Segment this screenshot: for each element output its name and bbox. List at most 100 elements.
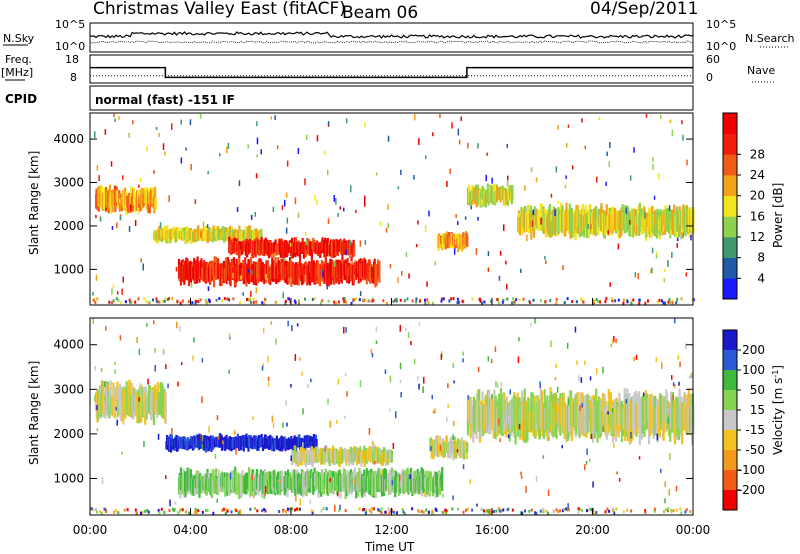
scatter-cell — [233, 233, 236, 241]
ground-scatter-cell — [532, 298, 535, 302]
speckle-cell — [94, 131, 96, 138]
speckle-cell — [217, 436, 220, 440]
speckle-cell — [452, 363, 455, 368]
nave-tick-top: 60 — [706, 53, 720, 66]
ground-scatter-cell — [512, 297, 515, 301]
ground-scatter-cell — [515, 298, 518, 302]
ground-scatter-cell — [115, 297, 118, 301]
speckle-cell — [664, 268, 666, 273]
speckle-cell — [265, 274, 267, 280]
speckle-cell — [399, 362, 402, 370]
scatter-cell — [351, 244, 354, 258]
speckle-cell — [337, 491, 339, 497]
ground-scatter-cell — [205, 300, 208, 304]
scatter-cell — [304, 479, 307, 496]
velocity-colorbar-tick-label: 50 — [750, 383, 765, 397]
speckle-cell — [370, 349, 373, 355]
ground-scatter-cell — [661, 299, 663, 303]
speckle-cell — [189, 119, 192, 126]
ground-scatter-cell — [194, 301, 197, 305]
speckle-cell — [254, 212, 256, 217]
scatter-cell — [152, 392, 155, 426]
ground-scatter-cell — [496, 298, 499, 301]
speckle-cell — [439, 475, 442, 481]
scatter-cell — [160, 382, 163, 416]
speckle-cell — [326, 283, 328, 290]
ground-scatter-cell — [415, 297, 418, 301]
speckle-cell — [375, 340, 378, 345]
speckle-cell — [588, 458, 591, 463]
ground-scatter-cell — [604, 300, 607, 304]
ground-scatter-cell — [371, 507, 374, 510]
speckle-cell — [256, 154, 258, 158]
speckle-cell — [92, 318, 94, 325]
ground-scatter-cell — [448, 299, 451, 303]
speckle-cell — [202, 221, 205, 228]
speckle-cell — [284, 199, 286, 207]
velocity-y-tick-label: 3000 — [53, 382, 84, 396]
ground-scatter-cell — [465, 508, 467, 512]
ground-scatter-cell — [457, 300, 460, 304]
speckle-cell — [530, 322, 532, 327]
velocity-colorbar-tick-label: 100 — [742, 363, 765, 377]
scatter-cell — [160, 231, 163, 243]
speckle-cell — [499, 250, 502, 256]
speckle-cell — [116, 419, 118, 426]
ground-scatter-cell — [161, 300, 164, 303]
ground-scatter-cell — [457, 507, 460, 511]
speckle-cell — [565, 175, 567, 179]
speckle-cell — [95, 214, 97, 219]
ground-scatter-cell — [134, 300, 137, 304]
scatter-cell — [166, 440, 169, 451]
speckle-cell — [526, 234, 528, 242]
scatter-cell — [109, 380, 112, 415]
speckle-cell — [376, 172, 378, 176]
ground-scatter-cell — [424, 301, 427, 305]
ground-scatter-cell — [451, 507, 454, 511]
speckle-cell — [219, 153, 221, 157]
speckle-cell — [531, 220, 534, 227]
velocity-colorbar-tick-label: -100 — [738, 463, 765, 477]
ground-scatter-cell — [403, 512, 406, 515]
ground-scatter-cell — [452, 297, 455, 300]
velocity-plot-area — [90, 318, 695, 515]
ground-scatter-cell — [442, 297, 445, 301]
scatter-cell — [583, 215, 586, 238]
ground-scatter-cell — [221, 299, 223, 303]
time-axis-label: Time UT — [364, 540, 415, 554]
ground-scatter-cell — [431, 509, 434, 513]
speckle-cell — [413, 358, 416, 365]
power-colorbar-swatch — [723, 257, 737, 279]
ground-scatter-cell — [608, 509, 611, 513]
speckle-cell — [200, 435, 202, 442]
speckle-cell — [190, 164, 192, 171]
scatter-cell — [235, 229, 238, 237]
ground-scatter-cell — [586, 509, 589, 512]
ground-scatter-cell — [337, 300, 340, 304]
ground-scatter-cell — [669, 300, 671, 304]
speckle-cell — [181, 362, 183, 366]
ground-scatter-cell — [595, 511, 598, 514]
speckle-cell — [286, 422, 288, 427]
speckle-cell — [494, 346, 497, 353]
noise-left-tick-bottom: 10^0 — [55, 40, 85, 53]
speckle-cell — [118, 198, 121, 204]
speckle-cell — [470, 424, 473, 428]
speckle-cell — [99, 216, 102, 222]
ground-scatter-cell — [218, 297, 221, 300]
speckle-cell — [171, 123, 173, 130]
scatter-cell — [266, 472, 269, 487]
speckle-cell — [618, 478, 621, 482]
ground-scatter-cell — [440, 299, 443, 303]
speckle-cell — [635, 354, 638, 360]
ground-scatter-cell — [289, 507, 292, 510]
ground-scatter-cell — [519, 511, 522, 515]
nave-label: Nave — [747, 64, 775, 77]
ground-scatter-cell — [194, 508, 197, 511]
speckle-cell — [464, 216, 467, 220]
speckle-cell — [423, 376, 425, 384]
speckle-cell — [264, 486, 267, 493]
ground-scatter-cell — [134, 508, 137, 512]
speckle-cell — [247, 269, 250, 273]
ground-scatter-cell — [370, 299, 373, 303]
